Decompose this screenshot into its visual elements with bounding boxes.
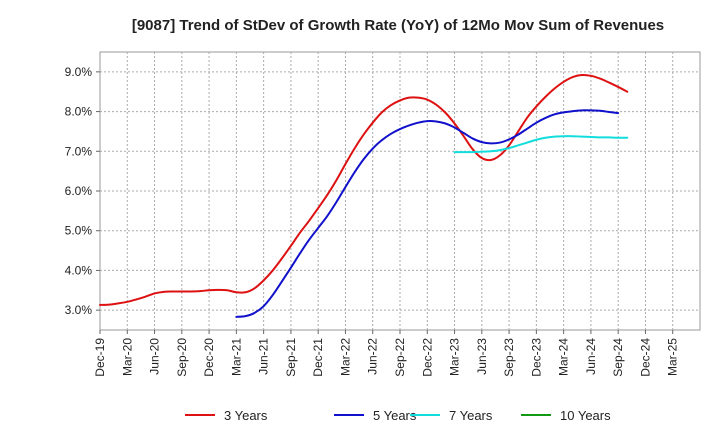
y-tick-label: 7.0% [65, 144, 93, 158]
series-line-3-years [99, 73, 629, 306]
legend-label-5-years: 5 Years [373, 408, 417, 423]
y-tick-label: 3.0% [65, 303, 93, 317]
x-tick-label: Sep-24 [611, 338, 625, 377]
legend: 3 Years 5 Years 7 Years 10 Years [185, 408, 611, 423]
legend-label-10-years: 10 Years [560, 408, 611, 423]
x-tick-label: Dec-19 [93, 338, 107, 377]
x-tick-label: Jun-21 [257, 338, 271, 375]
y-tick-label: 9.0% [65, 65, 93, 79]
x-tick-label: Mar-21 [229, 338, 243, 376]
series-line-5-years [235, 109, 620, 318]
series-lines [99, 73, 629, 318]
x-tick-label: Jun-23 [475, 338, 489, 375]
x-tick-label: Dec-22 [420, 338, 434, 377]
x-tick-label: Dec-21 [311, 338, 325, 377]
x-tick-label: Dec-23 [529, 338, 543, 377]
legend-label-3-years: 3 Years [224, 408, 268, 423]
y-tick-label: 6.0% [65, 184, 93, 198]
x-axis-ticks: Dec-19 Mar-20 Jun-20 Sep-20 Dec-20 Mar-21 Jun-… [93, 330, 680, 377]
y-axis-ticks: 3.0% 4.0% 5.0% 6.0% 7.0% 8.0% 9.0% [65, 65, 100, 317]
x-tick-label: Sep-20 [175, 338, 189, 377]
x-tick-label: Jun-20 [148, 338, 162, 375]
x-tick-label: Sep-23 [502, 338, 516, 377]
x-tick-label: Mar-23 [448, 338, 462, 376]
chart-title: [9087] Trend of StDev of Growth Rate (Yo… [132, 17, 664, 34]
x-tick-label: Mar-24 [557, 338, 571, 376]
series-line-7-years [453, 135, 629, 154]
legend-label-7-years: 7 Years [449, 408, 493, 423]
x-tick-label: Mar-25 [666, 338, 680, 376]
x-tick-label: Jun-24 [584, 338, 598, 375]
x-tick-label: Sep-21 [284, 338, 298, 377]
x-tick-label: Dec-24 [638, 338, 652, 377]
x-tick-label: Jun-22 [366, 338, 380, 375]
x-tick-label: Dec-20 [202, 338, 216, 377]
x-tick-label: Sep-22 [393, 338, 407, 377]
y-tick-label: 4.0% [65, 263, 93, 277]
x-tick-label: Mar-20 [120, 338, 134, 376]
y-tick-label: 8.0% [65, 105, 93, 119]
x-tick-label: Mar-22 [338, 338, 352, 376]
y-tick-label: 5.0% [65, 224, 93, 238]
